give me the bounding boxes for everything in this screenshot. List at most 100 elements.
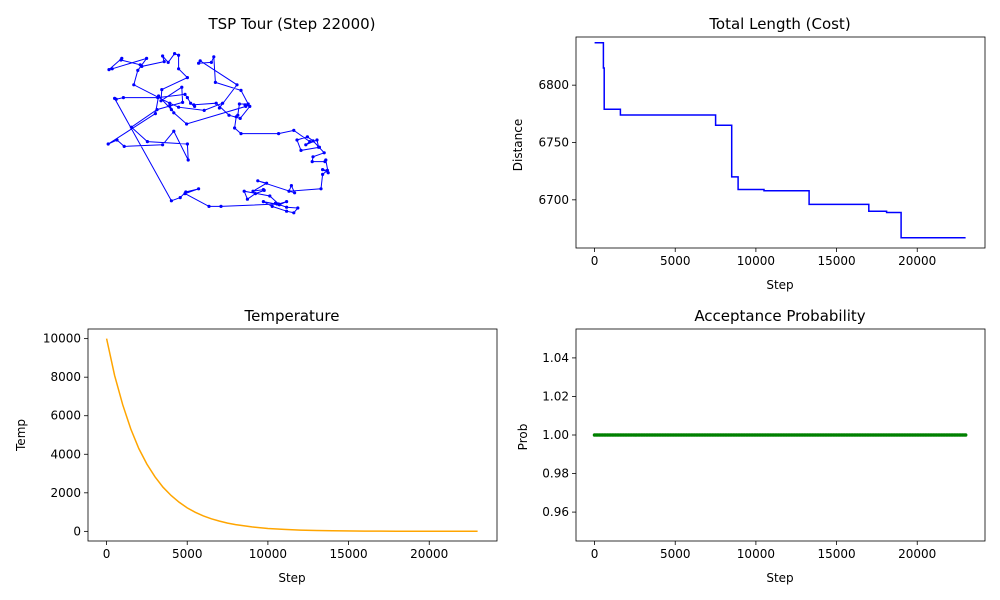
city-point (234, 115, 238, 119)
y-tick-label: 0.98 (542, 467, 569, 481)
acceptance-xlabel: Step (766, 571, 793, 585)
city-point (136, 68, 140, 72)
city-point (189, 101, 193, 105)
city-point (251, 189, 255, 193)
plot-area (594, 41, 966, 239)
acceptance-panel: Acceptance Probability Step Prob 0 5000 10… (516, 307, 986, 585)
city-point (239, 88, 243, 92)
city-point (120, 56, 124, 61)
tsp-tour-title: TSP Tour (Step 22000) (207, 15, 375, 33)
city-point (221, 101, 225, 105)
city-point (242, 189, 246, 193)
city-point (173, 52, 177, 56)
x-tick-label: 15000 (817, 254, 855, 268)
city-point (239, 132, 243, 136)
y-tick-label: 1.00 (542, 428, 569, 442)
y-tick-label: 4000 (50, 447, 81, 461)
y-tick-label: 6800 (538, 78, 569, 92)
city-point (246, 102, 250, 106)
tsp-tour-panel: TSP Tour (Step 22000) (106, 15, 376, 215)
y-tick-label: 6700 (538, 193, 569, 207)
city-point (209, 60, 213, 64)
probability-point (963, 433, 968, 437)
city-point (106, 142, 110, 146)
x-tick-label: 5000 (172, 547, 203, 561)
axes-frame (87, 328, 498, 542)
city-point (145, 56, 149, 61)
city-point (289, 184, 293, 188)
city-point (325, 168, 329, 172)
city-point (184, 190, 188, 194)
city-point (321, 172, 325, 176)
city-point (110, 67, 114, 71)
city-point (237, 102, 241, 106)
acceptance-title: Acceptance Probability (694, 307, 865, 325)
city-point (180, 85, 184, 89)
city-point (155, 108, 159, 112)
city-point (262, 188, 266, 192)
city-point (207, 204, 211, 208)
city-point (198, 59, 202, 63)
city-point (197, 187, 201, 191)
cost-title: Total Length (Cost) (708, 15, 850, 33)
temperature-xlabel: Step (278, 571, 305, 585)
city-point (153, 112, 157, 116)
cost-panel: Total Length (Cost) Step Distance 0 5000 1… (511, 15, 986, 292)
city-point (322, 151, 326, 155)
y-tick-label: 0.96 (542, 505, 569, 519)
city-point (256, 179, 260, 183)
y-tick-label: 0 (73, 524, 81, 538)
city-point (132, 83, 136, 87)
axes-frame (575, 36, 986, 249)
city-point (248, 104, 252, 108)
city-point (192, 103, 196, 107)
city-point (292, 211, 296, 215)
city-point (213, 80, 217, 84)
city-point (275, 202, 279, 206)
city-point (169, 108, 173, 112)
city-point (295, 138, 299, 142)
y-tick-label: 2000 (50, 486, 81, 500)
city-point (285, 209, 289, 213)
acceptance-ylabel: Prob (516, 424, 530, 451)
city-point (107, 68, 111, 72)
cost-xlabel: Step (766, 278, 793, 292)
x-tick-label: 5000 (660, 547, 691, 561)
city-point (311, 139, 315, 143)
plot-area (592, 433, 968, 437)
y-tick-label: 10000 (43, 332, 81, 346)
x-tick-label: 0 (103, 547, 111, 561)
city-point (157, 94, 161, 98)
city-point (285, 205, 289, 209)
city-point (160, 88, 164, 92)
city-point (114, 97, 118, 101)
city-point (245, 197, 249, 201)
city-point (185, 122, 189, 126)
city-point (217, 106, 221, 110)
y-tick-label: 6750 (538, 136, 569, 150)
city-point (326, 171, 330, 175)
city-point (178, 196, 182, 200)
city-point (121, 96, 125, 100)
city-point (186, 158, 190, 162)
city-point (233, 126, 237, 130)
series-line (594, 41, 966, 239)
city-point (308, 140, 312, 144)
city-point (293, 191, 297, 195)
temperature-panel: Temperature Step Temp 0 5000 10000 15000 200… (14, 307, 498, 585)
city-point (268, 194, 272, 198)
city-point (185, 142, 189, 146)
city-point (227, 113, 231, 117)
city-point (321, 168, 325, 172)
city-point (214, 101, 218, 105)
city-point (168, 101, 172, 105)
temperature-title: Temperature (243, 307, 339, 325)
x-tick-label: 15000 (817, 547, 855, 561)
city-point (185, 76, 189, 80)
y-tick-label: 8000 (50, 370, 81, 384)
city-point (261, 200, 265, 204)
y-tick-label: 1.04 (542, 351, 569, 365)
x-tick-label: 0 (591, 547, 599, 561)
city-point (305, 135, 309, 139)
